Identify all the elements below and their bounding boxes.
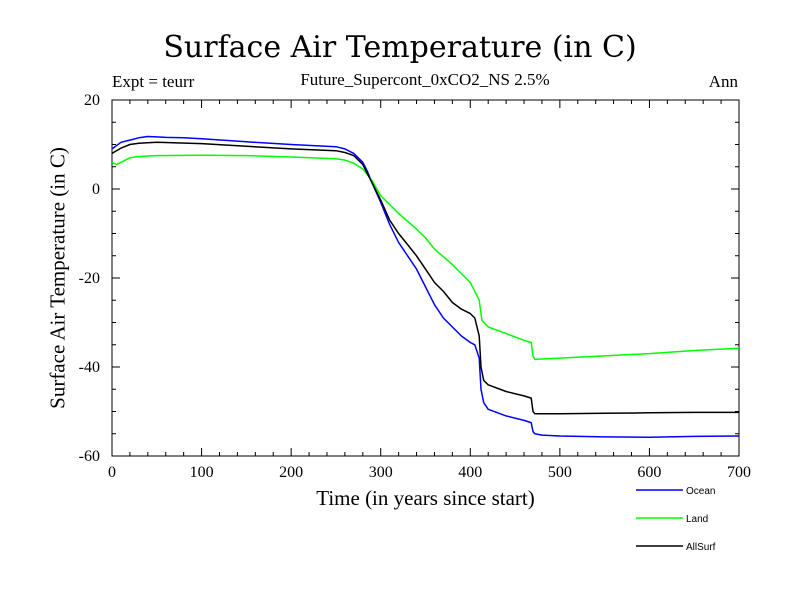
legend-label-ocean: Ocean bbox=[686, 486, 715, 497]
legend-label-allsurf: AllSurf bbox=[686, 542, 716, 553]
y-tick-label: -40 bbox=[79, 359, 100, 376]
experiment-label: Expt = teurr bbox=[112, 72, 195, 91]
y-tick-label: 0 bbox=[92, 181, 100, 198]
y-tick-label: 20 bbox=[84, 92, 100, 109]
series-line-allsurf bbox=[111, 141, 739, 415]
x-tick-label: 100 bbox=[190, 464, 214, 481]
axis-ticks bbox=[111, 99, 740, 457]
plot-frame bbox=[111, 99, 740, 457]
chart-subtitle: Future_Supercont_0xCO2_NS 2.5% bbox=[300, 70, 550, 89]
series-lines bbox=[111, 135, 740, 439]
series-line-ocean bbox=[111, 135, 740, 439]
legend: Ocean Land AllSurf bbox=[636, 486, 716, 553]
x-tick-label: 0 bbox=[108, 464, 116, 481]
x-tick-label: 200 bbox=[279, 464, 303, 481]
chart-title: Surface Air Temperature (in C) bbox=[163, 30, 637, 65]
x-tick-label: 700 bbox=[727, 464, 751, 481]
season-label: Ann bbox=[708, 72, 738, 91]
legend-label-land: Land bbox=[686, 514, 708, 525]
series-line-land bbox=[111, 154, 740, 361]
tick-labels: 0 100 200 300 400 500 600 700 -60 -40 -20 0 20 bbox=[79, 92, 751, 481]
x-tick-label: 600 bbox=[637, 464, 661, 481]
x-tick-label: 400 bbox=[458, 464, 482, 481]
x-axis-label: Time (in years since start) bbox=[316, 486, 535, 510]
x-tick-label: 300 bbox=[369, 464, 393, 481]
x-tick-label: 500 bbox=[548, 464, 572, 481]
y-tick-label: -20 bbox=[79, 270, 100, 287]
y-tick-label: -60 bbox=[79, 448, 100, 465]
